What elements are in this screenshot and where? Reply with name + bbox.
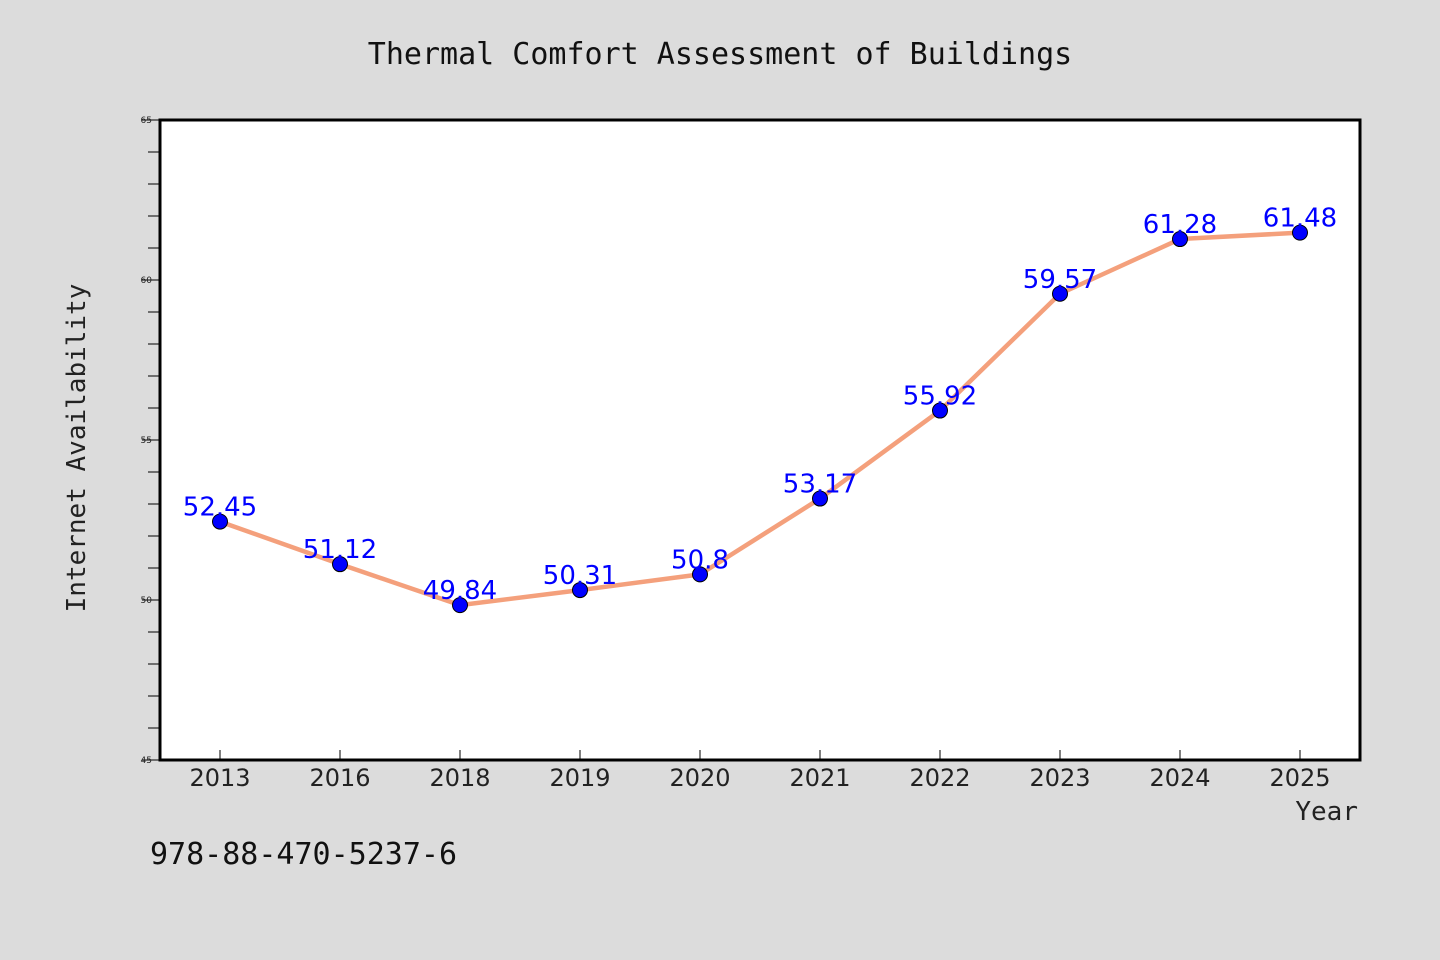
x-tick-label: 2013: [189, 764, 250, 792]
y-tick-label: 50: [141, 596, 153, 606]
data-point: [1052, 285, 1068, 302]
x-axis: 2013 2016 2018 2019 2020 2021 2022 2023 2024 2025: [189, 750, 1331, 792]
series-line: [217, 230, 1303, 608]
x-tick-label: 2018: [429, 764, 490, 792]
x-tick-label: 2024: [1149, 764, 1210, 792]
x-tick-label: 2020: [669, 764, 730, 792]
x-tick-label: 2019: [549, 764, 610, 792]
data-label: 61.28: [1143, 210, 1217, 240]
plot-area: [158, 118, 1362, 762]
data-point: [932, 402, 948, 419]
data-point: [452, 597, 468, 614]
y-axis: 45 50 55 60 65: [141, 116, 160, 766]
data-point: [1292, 224, 1308, 241]
data-label: 55.92: [903, 382, 977, 412]
data-label: 61.48: [1263, 204, 1337, 234]
y-tick-label: 60: [141, 276, 153, 286]
data-point: [332, 556, 348, 573]
data-label: 59.57: [1023, 265, 1097, 295]
data-point: [1172, 231, 1188, 248]
chart-title: Thermal Comfort Assessment of Buildings: [368, 37, 1072, 72]
data-series: 52.45 51.12 49.84 50.31 50.8 53.17 55.92 59.57 6…: [183, 204, 1337, 614]
data-point: [212, 513, 228, 530]
data-label: 51.12: [303, 535, 377, 565]
data-point: [692, 566, 708, 583]
data-label: 53.17: [783, 470, 857, 500]
data-point: [812, 490, 828, 507]
y-tick-label: 45: [141, 756, 152, 766]
x-tick-label: 2016: [309, 764, 370, 792]
data-point: [572, 582, 588, 599]
x-tick-label: 2021: [789, 764, 850, 792]
x-axis-label: Year: [1295, 797, 1358, 827]
data-label: 50.8: [671, 545, 729, 575]
x-tick-label: 2023: [1029, 764, 1090, 792]
data-label: 52.45: [183, 493, 257, 523]
data-label: 49.84: [423, 576, 497, 606]
data-label: 50.31: [543, 561, 617, 591]
y-tick-label: 65: [141, 116, 152, 126]
x-tick-label: 2022: [909, 764, 970, 792]
y-axis-label: Internet Availability: [62, 284, 92, 613]
y-tick-label: 55: [141, 436, 152, 446]
x-tick-label: 2025: [1269, 764, 1330, 792]
footer-isbn: 978-88-470-5237-6: [150, 837, 457, 872]
